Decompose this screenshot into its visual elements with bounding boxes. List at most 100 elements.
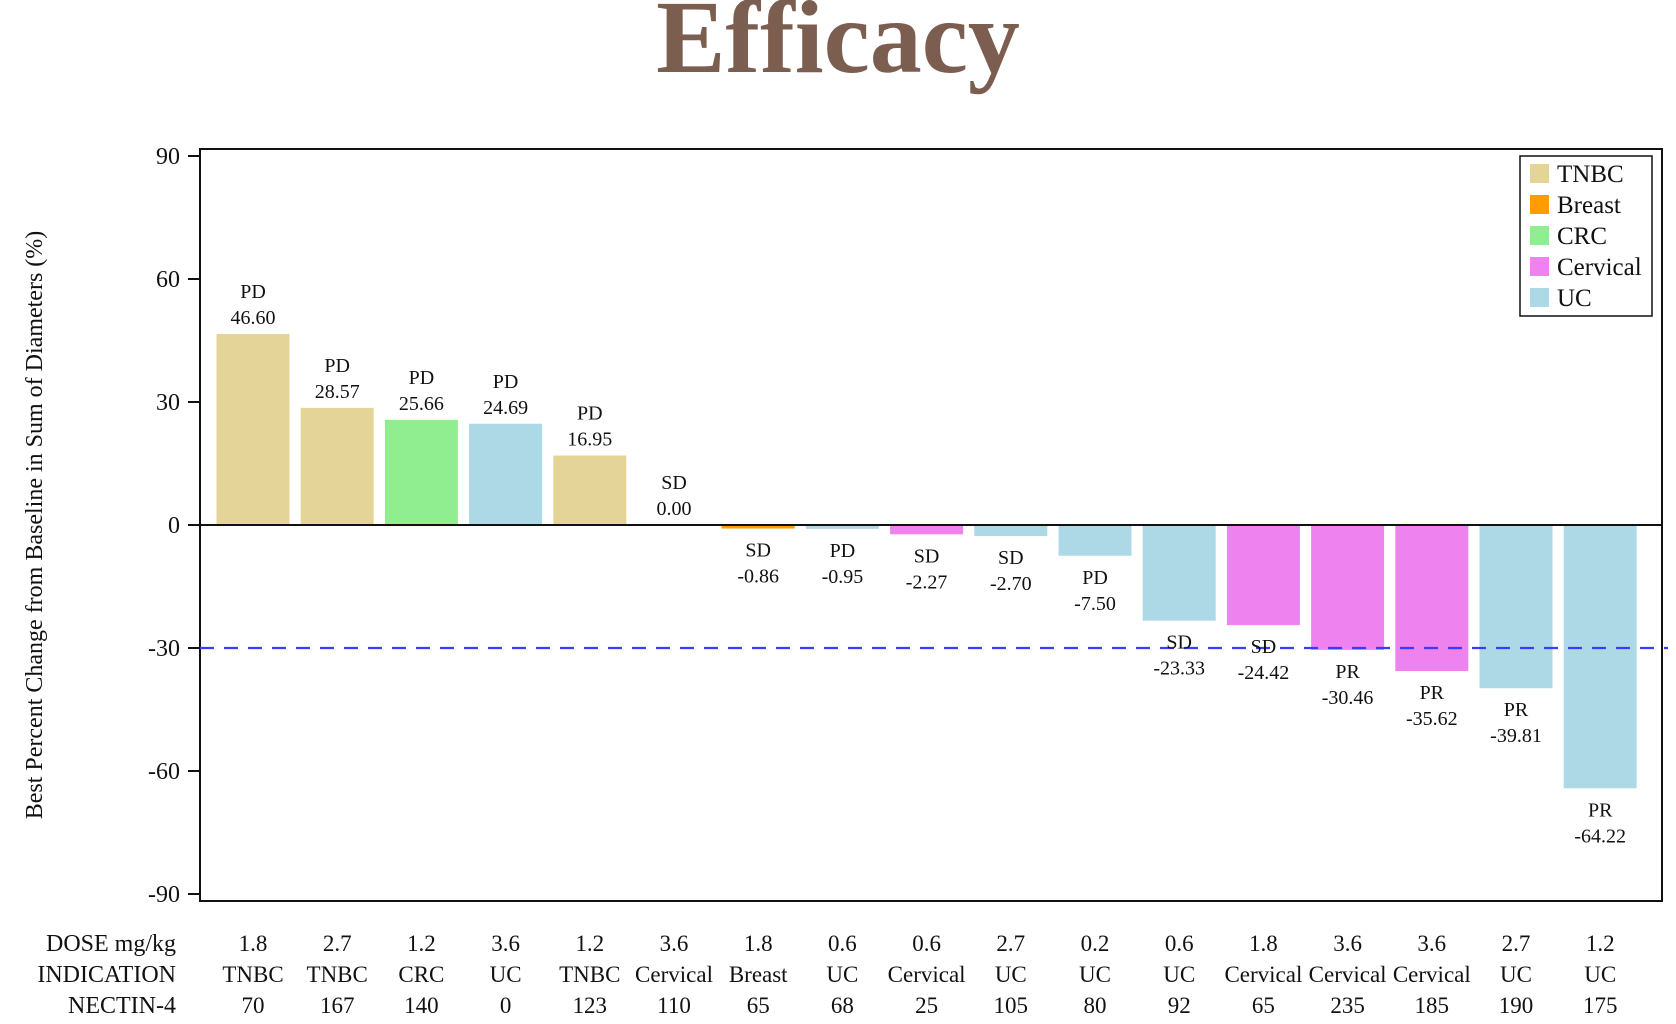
bar-value-label: -2.70 xyxy=(990,573,1032,595)
bar xyxy=(553,455,627,525)
bar-response-label: PD xyxy=(577,403,603,425)
table-cell-indication: CRC xyxy=(398,962,444,987)
bar-value-label: -39.81 xyxy=(1490,725,1542,747)
table-cell-dose: 3.6 xyxy=(1333,931,1362,956)
y-tick-label: -30 xyxy=(148,636,180,662)
table-cell-nectin: 68 xyxy=(831,993,854,1018)
table-cell-nectin: 110 xyxy=(657,993,691,1018)
bar-response-label: SD xyxy=(661,472,687,494)
table-cell-nectin: 123 xyxy=(573,993,608,1018)
bar-value-label: -24.42 xyxy=(1238,662,1290,684)
bar-response-label: PR xyxy=(1420,682,1445,704)
bar xyxy=(300,407,374,525)
bars-group xyxy=(216,333,1637,789)
legend-swatch xyxy=(1530,257,1549,276)
table-cell-nectin: 0 xyxy=(500,993,512,1018)
bar-response-label: SD xyxy=(1251,636,1277,658)
bar-value-label: -64.22 xyxy=(1574,825,1626,847)
table-cell-indication: UC xyxy=(490,962,522,987)
bar-response-label: PD xyxy=(493,371,519,393)
bar-response-label: SD xyxy=(914,545,940,567)
table-cell-nectin: 235 xyxy=(1330,993,1365,1018)
bar xyxy=(721,525,795,529)
table-cell-nectin: 190 xyxy=(1499,993,1534,1018)
bar-value-label: -7.50 xyxy=(1074,593,1116,615)
bar xyxy=(974,525,1048,537)
bar xyxy=(1058,525,1132,556)
y-tick-label: 90 xyxy=(156,144,180,170)
table-cell-nectin: 80 xyxy=(1084,993,1107,1018)
bar xyxy=(1142,525,1216,621)
y-tick-label: 60 xyxy=(156,267,180,293)
table-cell-indication: TNBC xyxy=(307,962,368,987)
bar-response-label: SD xyxy=(745,540,771,562)
table-cell-indication: Cervical xyxy=(888,962,966,987)
table-cell-dose: 1.2 xyxy=(575,931,604,956)
y-axis: 90 60 30 0 -30 -60 -90 xyxy=(148,144,201,908)
table-row-label: NECTIN-4 xyxy=(68,993,176,1019)
table-cell-indication: Cervical xyxy=(1309,962,1387,987)
bar-response-label: PD xyxy=(1082,567,1108,589)
table-cell-dose: 0.2 xyxy=(1081,931,1110,956)
bar-value-label: -23.33 xyxy=(1153,658,1205,680)
table-cell-indication: TNBC xyxy=(559,962,620,987)
legend-label: CRC xyxy=(1557,223,1607,250)
dose-indication-table: DOSE mg/kg INDICATION NECTIN-4 1.8 TNBC 70 2.7… xyxy=(37,931,1617,1019)
table-cell-indication: Cervical xyxy=(1224,962,1302,987)
legend-label: UC xyxy=(1557,285,1592,312)
table-cell-dose: 1.8 xyxy=(744,931,773,956)
table-cell-dose: 0.6 xyxy=(1165,931,1194,956)
legend-swatch xyxy=(1530,226,1549,245)
y-tick-label: 30 xyxy=(156,390,180,416)
table-cell-dose: 1.2 xyxy=(1586,931,1615,956)
bar xyxy=(805,525,879,529)
bar-value-label: -2.27 xyxy=(906,571,948,593)
table-cell-indication: UC xyxy=(1079,962,1111,987)
bar-value-label: -30.46 xyxy=(1322,687,1374,709)
table-cell-nectin: 140 xyxy=(404,993,439,1018)
bar xyxy=(1395,525,1469,672)
bar-response-label: PD xyxy=(830,540,856,562)
y-axis-label: Best Percent Change from Baseline in Sum… xyxy=(22,231,48,820)
table-cell-nectin: 65 xyxy=(747,993,770,1018)
table-cell-indication: UC xyxy=(995,962,1027,987)
legend-label: TNBC xyxy=(1557,161,1624,188)
table-cell-dose: 1.8 xyxy=(1249,931,1278,956)
bar xyxy=(890,525,964,535)
table-row-label: INDICATION xyxy=(37,962,176,988)
bar-value-label: 16.95 xyxy=(567,429,612,451)
legend-swatch xyxy=(1530,288,1549,307)
bar-value-label: -0.86 xyxy=(737,566,779,588)
table-cell-indication: Breast xyxy=(729,962,788,987)
table-cell-nectin: 65 xyxy=(1252,993,1275,1018)
table-cell-dose: 3.6 xyxy=(1417,931,1446,956)
legend-label: Cervical xyxy=(1557,254,1642,281)
table-cell-nectin: 105 xyxy=(994,993,1029,1018)
table-row-label: DOSE mg/kg xyxy=(46,931,176,957)
bar-response-label: PD xyxy=(409,367,435,389)
bar xyxy=(384,419,458,525)
table-cell-nectin: 25 xyxy=(915,993,938,1018)
table-cell-dose: 0.6 xyxy=(912,931,941,956)
legend: TNBC Breast CRC Cervical UC xyxy=(1519,155,1653,317)
bar-value-label: 0.00 xyxy=(657,498,692,520)
bar-value-label: 24.69 xyxy=(483,397,528,419)
bar-response-label: SD xyxy=(1166,632,1192,654)
table-cell-indication: TNBC xyxy=(222,962,283,987)
table-cell-dose: 0.6 xyxy=(828,931,857,956)
bar xyxy=(1226,525,1300,626)
table-cell-indication: UC xyxy=(1500,962,1532,987)
bar-labels-group: PD 46.60 PD 28.57 PD 25.66 PD 24.69 PD 16.95 SD 0.0… xyxy=(231,281,1627,847)
bar-value-label: 46.60 xyxy=(231,307,276,329)
legend-label: Breast xyxy=(1557,192,1621,219)
table-cell-indication: UC xyxy=(826,962,858,987)
y-tick-label: -60 xyxy=(148,759,180,785)
y-tick-label: -90 xyxy=(148,882,180,908)
bar xyxy=(1479,525,1553,689)
bar-value-label: 25.66 xyxy=(399,393,444,415)
table-cell-dose: 3.6 xyxy=(491,931,520,956)
table-cell-nectin: 70 xyxy=(242,993,265,1018)
table-cell-nectin: 175 xyxy=(1583,993,1618,1018)
bar-response-label: PR xyxy=(1588,799,1613,821)
